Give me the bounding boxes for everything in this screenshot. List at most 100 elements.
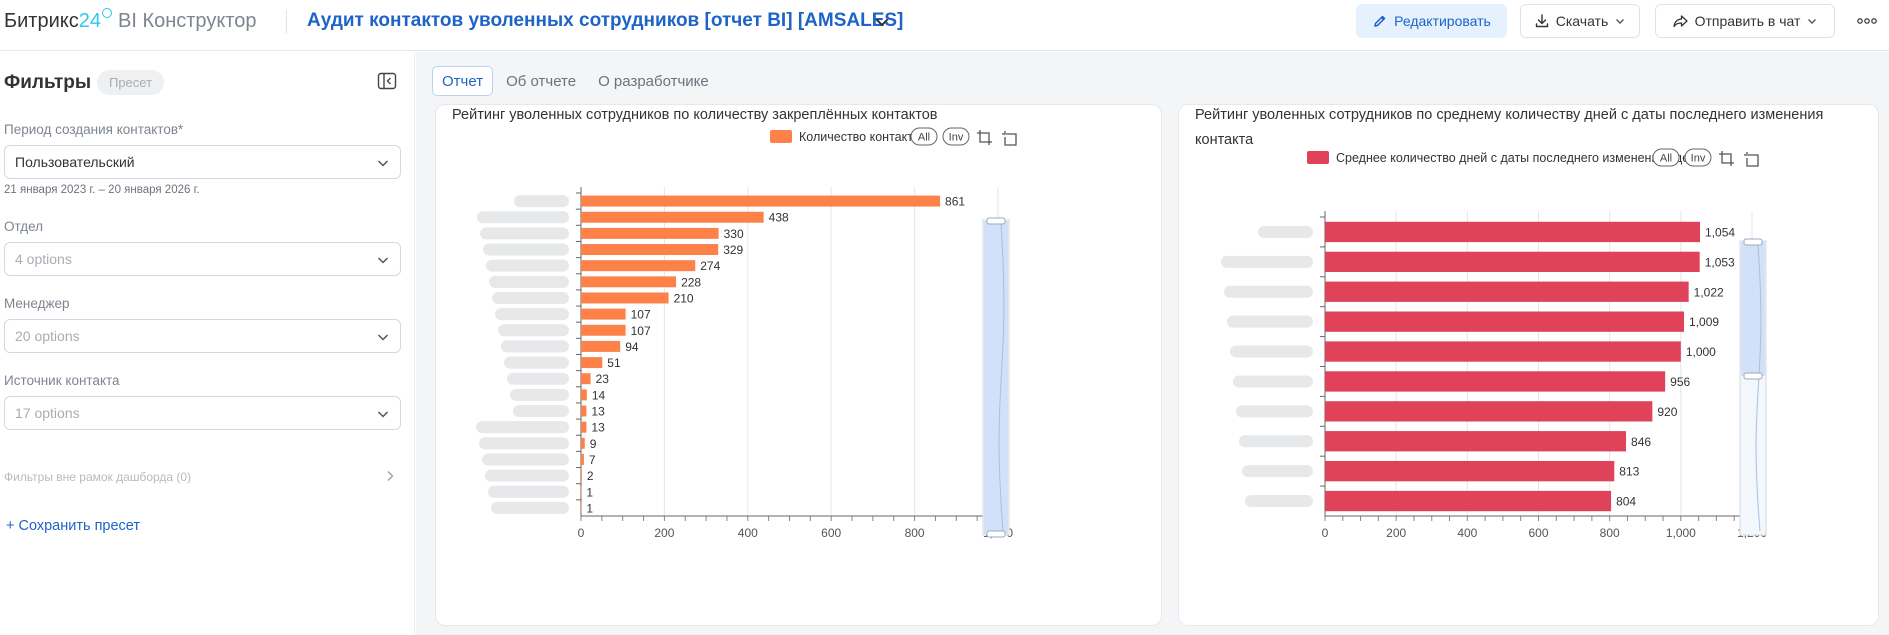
out-of-scope-filters[interactable]: Фильтры вне рамок дашборда (0)	[4, 470, 192, 484]
bar-value-label: 956	[1670, 375, 1690, 389]
bar	[581, 276, 677, 288]
category-labels-redacted	[476, 195, 569, 514]
bar	[1325, 460, 1615, 482]
department-label: Отдел	[4, 219, 44, 234]
chart-title: Рейтинг уволенных сотрудников по среднем…	[1195, 107, 1824, 148]
zoom-handle-top	[1743, 238, 1763, 246]
x-tick-label: 0	[1322, 526, 1329, 540]
bar-value-label: 1,022	[1694, 285, 1724, 299]
tab-report[interactable]: Отчет	[432, 66, 494, 96]
legend-button-label: Inv	[1691, 153, 1706, 165]
chevron-right-icon[interactable]	[384, 469, 396, 483]
chart-title: Рейтинг уволенных сотрудников по количес…	[452, 107, 938, 123]
redacted-label	[495, 308, 569, 321]
zoom-window	[984, 221, 1008, 534]
department-value: 4 options	[15, 251, 72, 267]
bar-value-label: 1,054	[1705, 225, 1735, 239]
bar	[1325, 221, 1701, 243]
bar-value-label: 23	[596, 372, 610, 386]
legend-invert-button[interactable]	[1684, 148, 1712, 167]
bar	[581, 227, 719, 239]
zoom-preview-line	[1755, 244, 1762, 532]
x-tick-label: 800	[1600, 526, 1620, 540]
redacted-label	[492, 291, 569, 304]
bar	[1325, 251, 1700, 273]
legend-swatch	[1307, 151, 1329, 164]
bar	[581, 486, 582, 498]
redacted-label	[1227, 315, 1313, 328]
legend-label: Среднее количество дней с даты последнег…	[1336, 151, 1709, 165]
data-zoom-slider[interactable]	[1739, 238, 1767, 536]
bar	[1325, 371, 1666, 392]
bar-value-label: 1,053	[1705, 255, 1735, 269]
bar-value-label: 14	[592, 388, 606, 402]
tab-about-developer[interactable]: О разработчике	[598, 72, 709, 90]
download-button[interactable]: Скачать	[1520, 4, 1640, 38]
redacted-label	[483, 243, 569, 256]
redacted-label	[1236, 405, 1313, 418]
bar-value-label: 13	[591, 421, 605, 435]
preset-badge[interactable]: Пресет	[97, 70, 164, 95]
bar-value-label: 210	[674, 291, 694, 305]
redacted-label	[510, 388, 569, 401]
period-label: Период создания контактов*	[4, 122, 184, 137]
legend-all-button[interactable]	[910, 127, 938, 146]
bar	[581, 308, 626, 320]
zoom-handle-bottom	[1743, 372, 1763, 380]
header-divider	[286, 10, 287, 34]
zoom-select-icon[interactable]	[1719, 151, 1734, 166]
bar-value-label: 1,009	[1689, 315, 1719, 329]
chevron-down-icon	[377, 411, 389, 418]
zoom-select-icon[interactable]	[977, 130, 992, 145]
collapse-panel-icon[interactable]	[377, 72, 397, 90]
bar	[581, 470, 582, 482]
contact-source-select[interactable]: 17 options	[4, 396, 401, 430]
edit-button[interactable]: Редактировать	[1356, 4, 1507, 38]
save-preset-link[interactable]: + Сохранить пресет	[6, 518, 141, 534]
department-select[interactable]: 4 options	[4, 242, 401, 276]
bar-value-label: 920	[1657, 405, 1677, 419]
legend-all-button[interactable]	[1652, 148, 1680, 167]
bar	[581, 292, 669, 304]
bar-value-label: 329	[723, 243, 743, 257]
manager-value: 20 options	[15, 328, 80, 344]
redacted-label	[476, 421, 569, 434]
redacted-label	[486, 259, 569, 272]
redacted-label	[504, 356, 569, 369]
bar-value-label: 228	[681, 275, 701, 289]
zoom-reset-icon[interactable]	[1002, 131, 1017, 146]
bar	[581, 195, 941, 207]
redacted-label	[482, 453, 569, 466]
report-title[interactable]: Аудит контактов уволенных сотрудников [о…	[307, 10, 904, 31]
x-tick-label: 200	[654, 526, 674, 540]
bar	[1325, 311, 1685, 332]
top-header: Битрикс24 BI Конструктор Аудит контактов …	[0, 0, 1889, 51]
data-zoom-slider[interactable]	[982, 217, 1010, 538]
filters-title: Фильтры	[4, 72, 92, 93]
legend-invert-button[interactable]	[942, 127, 970, 146]
bar-value-label: 13	[591, 405, 605, 419]
contact-source-label: Источник контакта	[4, 373, 120, 388]
chevron-down-icon	[1808, 19, 1817, 24]
bar	[1325, 490, 1612, 512]
bar-value-label: 1,000	[1686, 345, 1716, 359]
more-menu-icon[interactable]	[1856, 12, 1878, 30]
bar	[581, 502, 582, 514]
period-select[interactable]: Пользовательский	[4, 145, 401, 179]
bar-value-label: 7	[589, 453, 596, 467]
chevron-down-icon[interactable]	[873, 13, 891, 31]
bar-value-label: 861	[945, 195, 965, 209]
bar-value-label: 107	[631, 324, 651, 338]
zoom-reset-icon[interactable]	[1744, 152, 1759, 167]
redacted-label	[513, 405, 569, 418]
manager-select[interactable]: 20 options	[4, 319, 401, 353]
redacted-label	[501, 340, 569, 353]
send-button-label: Отправить в чат	[1694, 13, 1801, 29]
dashboard-area: Отчет Об отчете О разработчике Рейтинг у…	[416, 52, 1889, 635]
tab-about-report[interactable]: Об отчете	[506, 72, 577, 90]
bitrix-logo[interactable]: Битрикс24 BI Конструктор	[4, 8, 256, 33]
bar-value-label: 330	[724, 227, 744, 241]
send-to-chat-button[interactable]: Отправить в чат	[1655, 4, 1835, 38]
days-bar-chart: Среднее количество дней с даты последнег…	[1221, 148, 1767, 540]
chevron-down-icon	[377, 160, 389, 167]
